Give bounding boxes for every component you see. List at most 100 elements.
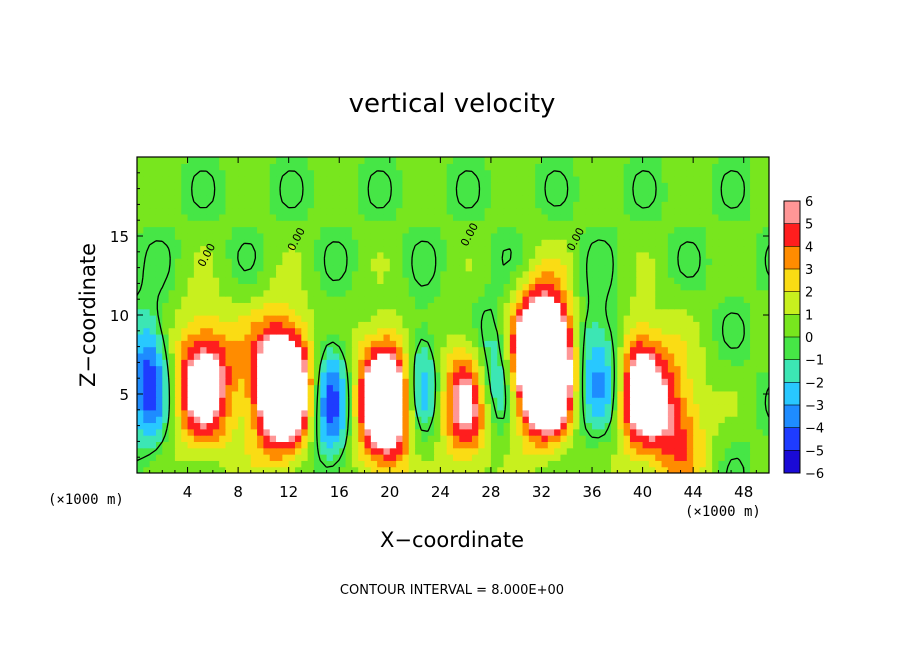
field-cell (471, 315, 479, 322)
field-cell (402, 201, 410, 209)
field-cell (642, 321, 650, 329)
field-cell (497, 188, 505, 196)
field-cell (402, 264, 410, 272)
field-cell (238, 365, 246, 373)
field-cell (295, 194, 302, 202)
field-cell (269, 226, 277, 234)
field-cell (370, 201, 378, 209)
field-cell (617, 409, 625, 417)
field-cell (547, 245, 555, 253)
field-cell (611, 157, 618, 164)
field-cell (168, 308, 176, 316)
field-cell (718, 315, 726, 322)
field-cell (155, 270, 163, 278)
field-cell (257, 239, 264, 247)
field-cell (705, 194, 713, 202)
field-cell (181, 163, 189, 171)
field-cell (712, 277, 720, 284)
field-cell (225, 378, 233, 386)
field-cell (389, 270, 397, 278)
field-cell (143, 182, 151, 190)
field-cell (573, 194, 580, 202)
field-cell (364, 201, 372, 209)
field-cell (364, 327, 372, 335)
field-cell (276, 245, 283, 253)
field-cell (478, 447, 486, 455)
field-cell (465, 397, 473, 405)
field-cell (712, 340, 720, 348)
field-cell (358, 302, 366, 310)
field-cell (225, 213, 233, 221)
field-cell (364, 270, 372, 278)
field-cell (718, 340, 726, 348)
field-cell (655, 220, 663, 228)
field-cell (497, 175, 505, 183)
field-cell (326, 454, 334, 461)
field-cell (370, 422, 378, 430)
field-cell (219, 340, 227, 348)
field-cell (655, 416, 663, 424)
field-cell (750, 409, 757, 417)
field-cell (427, 416, 435, 424)
field-cell (345, 258, 353, 266)
field-cell (636, 352, 644, 360)
field-cell (269, 397, 277, 405)
field-cell (288, 188, 296, 196)
field-cell (509, 264, 517, 272)
field-cell (282, 296, 290, 303)
field-cell (427, 296, 435, 303)
field-cell (307, 416, 315, 424)
field-cell (244, 188, 252, 196)
field-cell (453, 163, 460, 171)
field-cell (712, 390, 720, 398)
field-cell (623, 403, 631, 411)
field-cell (750, 447, 757, 455)
field-cell (490, 277, 498, 284)
field-cell (680, 296, 688, 303)
field-cell (174, 207, 182, 215)
field-cell (200, 428, 208, 436)
field-cell (585, 397, 593, 405)
field-cell (257, 371, 264, 379)
field-cell (573, 289, 580, 297)
field-cell (212, 308, 220, 316)
field-cell (295, 422, 302, 430)
field-cell (655, 157, 663, 164)
field-cell (193, 422, 201, 430)
field-cell (364, 157, 372, 164)
field-cell (320, 239, 328, 247)
field-cell (611, 422, 618, 430)
field-cell (731, 384, 738, 392)
field-cell (238, 194, 246, 202)
field-cell (509, 416, 517, 424)
field-cell (137, 264, 144, 272)
field-cell (143, 428, 151, 436)
field-cell (490, 239, 498, 247)
field-cell (547, 302, 555, 310)
field-cell (421, 454, 429, 461)
field-cell (490, 264, 498, 272)
field-cell (642, 169, 650, 177)
field-cell (674, 422, 682, 430)
field-cell (427, 441, 435, 449)
field-cell (686, 371, 694, 379)
field-cell (364, 175, 372, 183)
field-cell (699, 409, 707, 417)
field-cell (743, 194, 751, 202)
field-cell (516, 371, 524, 379)
field-cell (446, 232, 454, 240)
field-cell (377, 251, 385, 259)
field-cell (408, 422, 416, 430)
field-cell (370, 447, 378, 455)
field-cell (149, 333, 157, 341)
field-cell (743, 270, 751, 278)
field-cell (705, 352, 713, 360)
field-cell (756, 302, 764, 310)
field-cell (629, 365, 637, 373)
field-cell (497, 157, 505, 164)
field-cell (434, 258, 441, 266)
field-cell (516, 232, 524, 240)
field-cell (370, 302, 378, 310)
field-cell (446, 390, 454, 398)
field-cell (383, 163, 391, 171)
